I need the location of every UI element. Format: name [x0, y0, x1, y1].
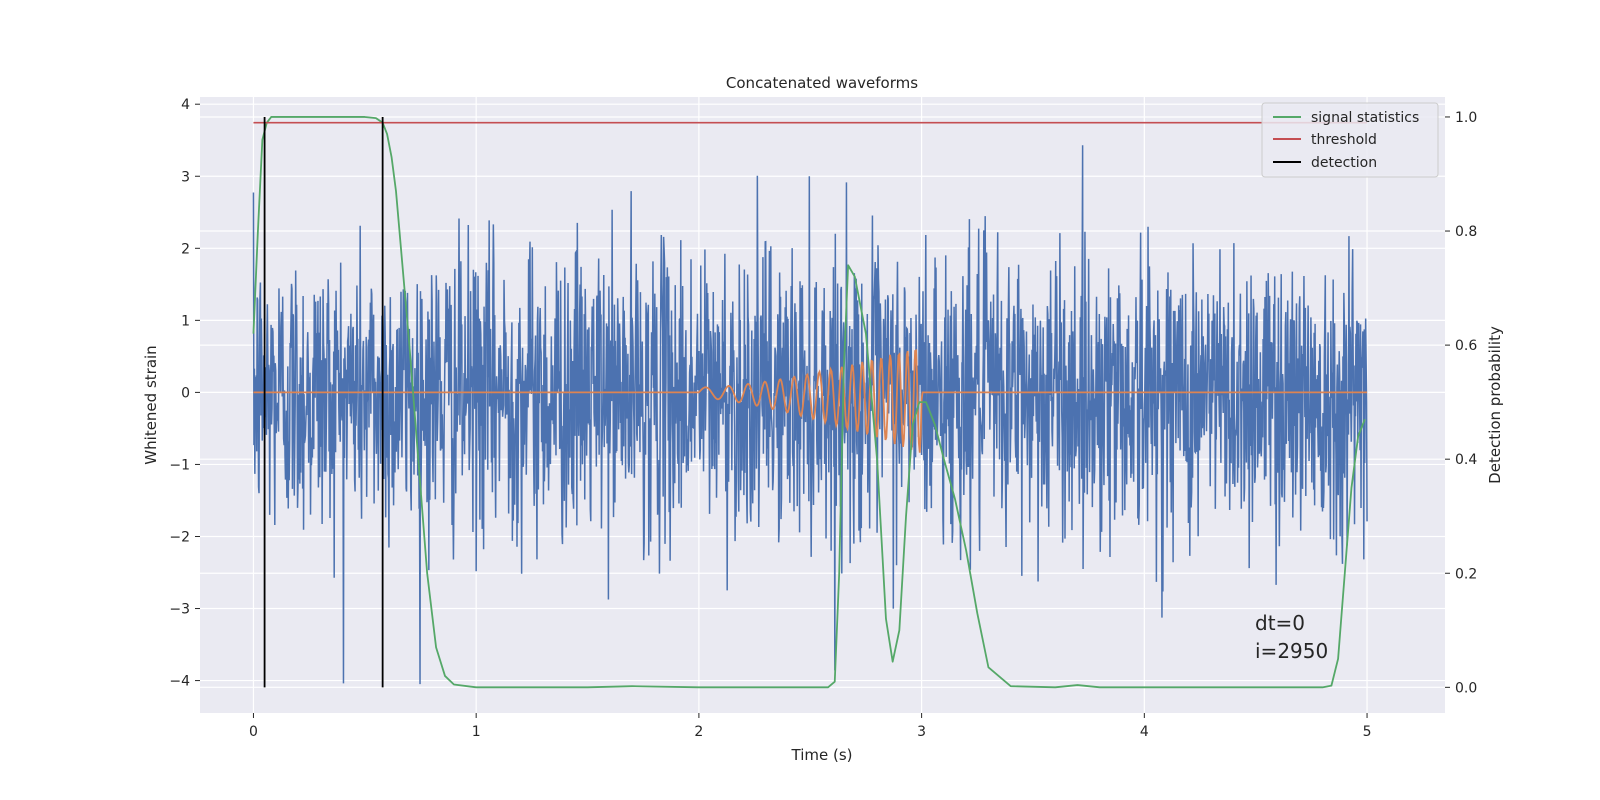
y-axis-ticks: −4 −3 −2 −1 0 1 2 3 4	[169, 97, 200, 690]
legend: signal statistics threshold detection	[1261, 102, 1439, 178]
y2-tick-label-1: 0.2	[1455, 566, 1477, 582]
detection-series	[263, 116, 384, 688]
y-tick-label-0: −4	[169, 674, 190, 690]
y-tick-label-2: −2	[169, 529, 190, 545]
y2-axis-label: Detection probability	[1486, 326, 1504, 484]
annotation-dt: dt=0	[1255, 611, 1305, 635]
y2-tick-label-4: 0.8	[1455, 224, 1477, 240]
x-axis-label: Time (s)	[791, 746, 853, 764]
y2-tick-label-5: 1.0	[1455, 110, 1477, 126]
x-tick-label-2: 2	[694, 724, 703, 740]
x-tick-label-5: 5	[1363, 724, 1372, 740]
noise-series	[252, 145, 1368, 685]
noise-line	[252, 145, 1368, 685]
x-tick-label-3: 3	[917, 724, 926, 740]
annotation-i: i=2950	[1255, 639, 1328, 663]
x-tick-label-4: 4	[1140, 724, 1149, 740]
x-tick-label-0: 0	[249, 724, 258, 740]
injected-signal-line	[253, 348, 1368, 453]
injected-signal-series	[253, 348, 1368, 453]
y2-axis-ticks: 0.0 0.2 0.4 0.6 0.8 1.0	[1445, 110, 1477, 696]
y2-tick-label-3: 0.6	[1455, 338, 1477, 354]
y-tick-label-6: 2	[181, 241, 190, 257]
y-tick-label-1: −3	[169, 602, 190, 618]
legend-label-threshold: threshold	[1311, 132, 1377, 148]
signal-statistics-line	[252, 116, 1366, 689]
y-tick-label-4: 0	[181, 385, 190, 401]
legend-label-detection: detection	[1311, 155, 1377, 171]
y-axis-label: Whitened strain	[142, 345, 160, 464]
y2-tick-label-0: 0.0	[1455, 680, 1477, 696]
y-tick-label-3: −1	[169, 457, 190, 473]
chart-title: Concatenated waveforms	[726, 74, 918, 92]
y-tick-label-5: 1	[181, 313, 190, 329]
y2-tick-label-2: 0.4	[1455, 452, 1477, 468]
legend-box	[1261, 102, 1439, 178]
x-axis-ticks: 0 1 2 3 4 5	[249, 713, 1372, 740]
y-tick-label-7: 3	[181, 169, 190, 185]
signal-statistics-series	[252, 116, 1366, 689]
legend-label-signal-statistics: signal statistics	[1311, 110, 1419, 126]
x-tick-label-1: 1	[472, 724, 481, 740]
y-tick-label-8: 4	[181, 97, 190, 113]
